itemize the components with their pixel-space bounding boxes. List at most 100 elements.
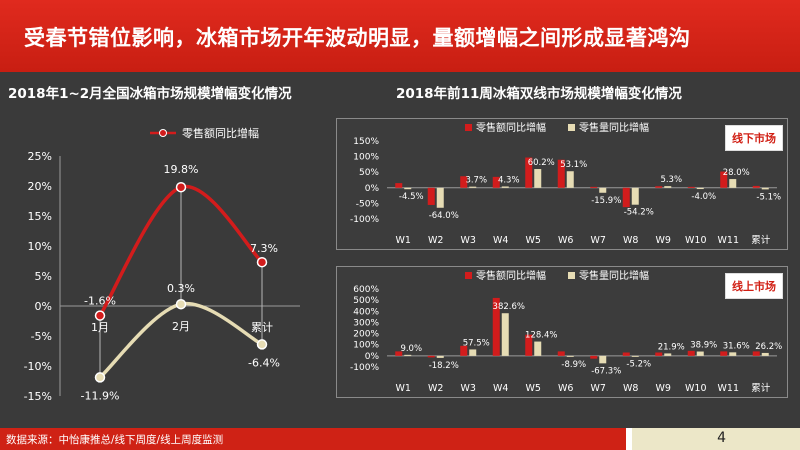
y-tick-label: -100% <box>350 363 379 373</box>
y-tick-label: 100% <box>353 341 379 351</box>
y-tick-label: 600% <box>353 285 379 295</box>
y-tick-label: 0% <box>35 300 52 313</box>
bar-amount <box>720 171 728 188</box>
x-tick-label: W6 <box>558 383 573 394</box>
offline-panel: 150% 100% 50% 0% -50% -100% 零售额同比增幅 零售量同比增幅 -4.5… <box>336 118 788 250</box>
y-tick-label: -15% <box>24 390 52 403</box>
bar-volume <box>599 187 607 193</box>
y-tick-label: 20% <box>28 180 52 193</box>
x-tick-label: W10 <box>685 235 706 246</box>
legend-swatch-2 <box>568 272 575 279</box>
data-label: -5.1% <box>756 192 781 202</box>
data-label: 3.7% <box>465 176 487 186</box>
x-tick-label: 1月 <box>91 321 109 334</box>
bar-volume <box>599 355 607 364</box>
monthly-line-chart: 25% 20% 15% 10% 5% 0% -5% -10% -15% 零售额同比增幅 -1.6% 1… <box>24 126 300 403</box>
x-tick-label: W8 <box>623 383 638 394</box>
bar-amount <box>492 297 500 356</box>
data-label: 19.8% <box>164 163 199 176</box>
data-label: 382.6% <box>493 302 525 312</box>
y-tick-label: -100% <box>350 215 379 225</box>
bar-volume <box>534 169 542 188</box>
bar-volume <box>761 352 769 356</box>
series-2-point <box>256 339 268 350</box>
y-tick-label: 300% <box>353 318 379 328</box>
y-tick-label: 200% <box>353 330 379 340</box>
x-tick-label: 累计 <box>251 321 273 334</box>
data-label: 28.0% <box>723 168 750 178</box>
data-label: 128.4% <box>525 331 557 341</box>
x-tick-label: W2 <box>428 383 443 394</box>
data-label: -5.2% <box>626 359 651 369</box>
legend-label-2: 零售量同比增幅 <box>579 121 649 134</box>
title-banner: 受春节错位影响，冰箱市场开年波动明显，量额增幅之间形成显著鸿沟 <box>0 0 800 72</box>
x-tick-label: W7 <box>591 383 606 394</box>
bar-amount <box>395 351 403 356</box>
x-tick-label: W1 <box>396 383 411 394</box>
data-label: -4.5% <box>399 192 424 202</box>
x-tick-label: W9 <box>656 383 671 394</box>
bar-volume <box>436 187 444 208</box>
bar-amount <box>622 352 630 356</box>
series-1-point <box>256 256 268 268</box>
bar-amount <box>752 185 760 188</box>
online-panel: 600% 500% 400% 300% 200% 100% 0% -100% 零售额同比增幅 零售… <box>336 266 788 398</box>
data-label: -18.2% <box>429 361 459 371</box>
bar-amount <box>752 351 760 356</box>
y-tick-label: 400% <box>353 307 379 317</box>
bar-amount <box>590 186 598 188</box>
x-tick-label: W9 <box>656 235 671 246</box>
data-label: -64.0% <box>429 211 459 221</box>
bar-volume <box>469 349 477 356</box>
x-tick-label: 累计 <box>751 234 771 246</box>
data-label: -4.0% <box>691 192 716 202</box>
legend-swatch-marker <box>159 129 167 137</box>
y-tick-label: 0% <box>365 352 380 362</box>
data-label: 4.3% <box>498 175 520 185</box>
bar-amount <box>460 176 468 188</box>
data-label: 21.9% <box>658 342 685 352</box>
bar-amount <box>687 350 695 356</box>
x-tick-label: W2 <box>428 235 443 246</box>
x-tick-label: W11 <box>718 383 739 394</box>
series-1-point <box>175 181 187 193</box>
data-label: 26.2% <box>755 342 782 352</box>
bar-volume <box>729 179 737 188</box>
data-label: -6.4% <box>248 356 280 369</box>
data-label: 0.3% <box>167 282 195 295</box>
data-label: 60.2% <box>528 158 555 168</box>
y-tick-label: 5% <box>35 270 52 283</box>
footer-page-block: 4 <box>632 428 800 450</box>
x-tick-label: W4 <box>493 383 508 394</box>
bar-amount <box>460 345 468 356</box>
bar-amount <box>655 352 663 356</box>
x-tick-label: W3 <box>461 235 476 246</box>
bar-amount <box>427 355 435 358</box>
bar-volume <box>631 355 639 357</box>
offline-market-tag: 线下市场 <box>725 125 783 151</box>
x-tick-label: 累计 <box>751 382 771 394</box>
legend-label-1: 零售额同比增幅 <box>476 269 546 282</box>
series-2-point <box>175 298 187 310</box>
data-label: 38.9% <box>690 341 717 351</box>
y-tick-label: -5% <box>31 330 52 343</box>
bar-amount <box>492 176 500 188</box>
data-label: 31.6% <box>723 341 750 351</box>
data-label: -1.6% <box>84 295 116 308</box>
bar-volume <box>404 354 412 356</box>
y-tick-label: 100% <box>353 153 379 163</box>
x-tick-label: W6 <box>558 235 573 246</box>
bar-volume <box>534 341 542 356</box>
page-number: 4 <box>717 430 726 446</box>
series-line-2 <box>98 302 263 379</box>
data-label: -15.9% <box>591 196 621 206</box>
bar-volume <box>566 171 574 188</box>
x-tick-label: W8 <box>623 235 638 246</box>
bar-amount <box>687 186 695 188</box>
bar-volume <box>761 187 769 190</box>
bar-amount <box>720 351 728 356</box>
y-tick-label: 50% <box>359 168 379 178</box>
y-tick-label: 150% <box>353 137 379 147</box>
legend-swatch-1 <box>465 124 472 131</box>
y-tick-label: 10% <box>28 240 52 253</box>
